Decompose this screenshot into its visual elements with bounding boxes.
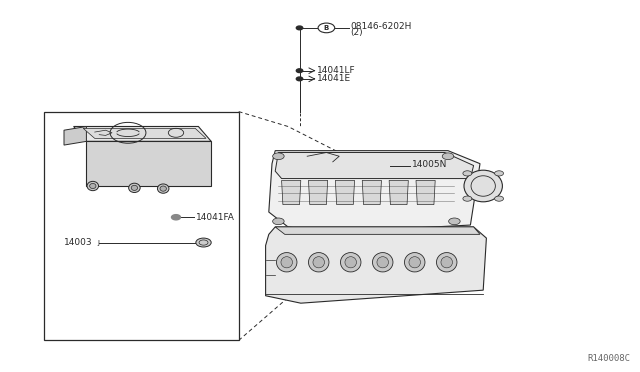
Circle shape: [196, 238, 211, 247]
Text: J: J: [98, 240, 100, 246]
Text: 08146-6202H: 08146-6202H: [351, 22, 412, 31]
Text: (2): (2): [351, 28, 364, 37]
Ellipse shape: [441, 257, 452, 268]
Polygon shape: [266, 227, 486, 303]
Polygon shape: [308, 180, 328, 205]
Circle shape: [273, 218, 284, 225]
Circle shape: [463, 196, 472, 201]
Polygon shape: [282, 180, 301, 205]
Text: 14005N: 14005N: [412, 160, 447, 169]
Circle shape: [273, 153, 284, 160]
Ellipse shape: [377, 257, 388, 268]
Ellipse shape: [345, 257, 356, 268]
Text: 14041E: 14041E: [317, 74, 351, 83]
Polygon shape: [389, 180, 408, 205]
Polygon shape: [335, 180, 355, 205]
Circle shape: [495, 196, 504, 201]
Text: 14041LF: 14041LF: [317, 66, 356, 75]
Circle shape: [442, 153, 454, 160]
Text: R140008C: R140008C: [588, 354, 630, 363]
Bar: [44, 112, 239, 340]
Ellipse shape: [129, 183, 140, 193]
Circle shape: [463, 171, 472, 176]
Ellipse shape: [372, 253, 393, 272]
Ellipse shape: [409, 257, 420, 268]
Ellipse shape: [160, 186, 166, 191]
Ellipse shape: [308, 253, 329, 272]
Circle shape: [449, 218, 460, 225]
Ellipse shape: [90, 183, 96, 189]
Ellipse shape: [87, 182, 99, 191]
Polygon shape: [269, 151, 480, 232]
Polygon shape: [86, 141, 211, 186]
Circle shape: [495, 171, 504, 176]
Polygon shape: [275, 227, 480, 234]
Circle shape: [296, 77, 303, 81]
Polygon shape: [416, 180, 435, 205]
Text: 14003: 14003: [64, 238, 93, 247]
Circle shape: [172, 215, 180, 220]
Ellipse shape: [276, 253, 297, 272]
Circle shape: [318, 23, 335, 33]
Ellipse shape: [464, 170, 502, 202]
Ellipse shape: [404, 253, 425, 272]
Ellipse shape: [436, 253, 457, 272]
Ellipse shape: [157, 184, 169, 193]
Polygon shape: [83, 128, 206, 138]
Text: B: B: [324, 25, 329, 31]
Ellipse shape: [281, 257, 292, 268]
Circle shape: [296, 26, 303, 30]
Polygon shape: [275, 153, 474, 179]
Polygon shape: [362, 180, 381, 205]
Ellipse shape: [340, 253, 361, 272]
Polygon shape: [74, 126, 211, 141]
Ellipse shape: [131, 185, 138, 190]
Ellipse shape: [313, 257, 324, 268]
Polygon shape: [64, 126, 86, 145]
Text: 14041FA: 14041FA: [196, 213, 235, 222]
Circle shape: [296, 69, 303, 73]
